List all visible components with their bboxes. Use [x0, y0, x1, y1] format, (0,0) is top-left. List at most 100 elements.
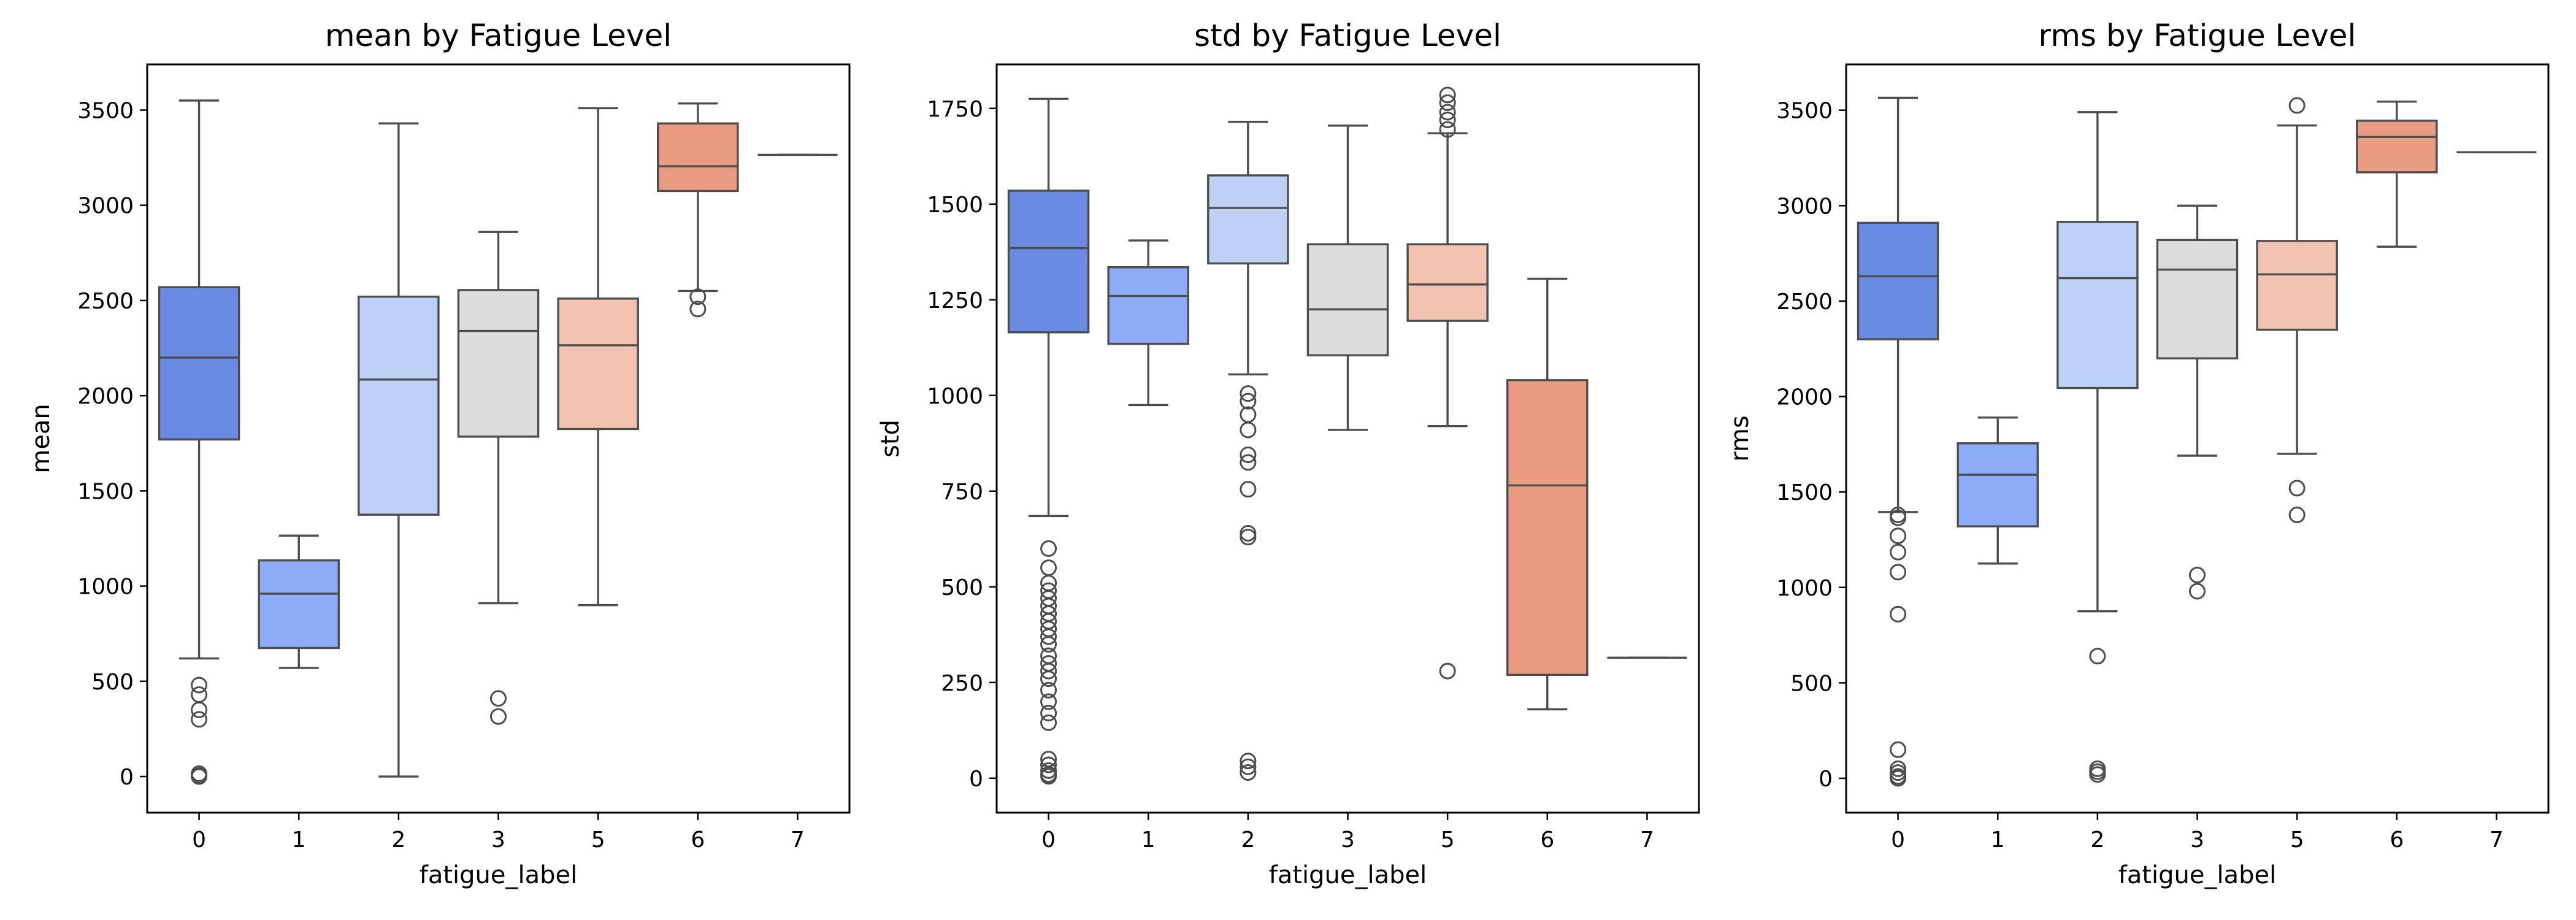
x-axis-label: fatigue_label — [1269, 861, 1427, 889]
y-tick-label: 1500 — [927, 193, 983, 218]
outlier-point — [1439, 104, 1456, 121]
x-tick-label: 7 — [2490, 827, 2504, 853]
outlier-point — [1040, 670, 1057, 688]
box-2 — [2057, 111, 2139, 783]
box-iqr — [1957, 442, 2039, 527]
outlier-point — [1240, 385, 1257, 402]
box-1 — [258, 534, 340, 669]
x-tick-label: 2 — [1241, 827, 1255, 853]
chart-title: mean by Fatigue Level — [325, 18, 672, 53]
chart-title: std by Fatigue Level — [1194, 18, 1501, 53]
x-tick-label: 6 — [2390, 827, 2404, 853]
outlier-point — [1040, 635, 1057, 653]
outlier-point — [191, 711, 208, 728]
outlier-point — [1240, 454, 1257, 471]
x-tick-label: 2 — [2090, 827, 2104, 853]
outlier-point — [1040, 540, 1057, 557]
y-axis-label: rms — [1726, 415, 1754, 462]
x-tick-label: 0 — [1041, 827, 1056, 853]
y-tick-label: 1000 — [1776, 576, 1833, 601]
box-iqr — [2256, 240, 2338, 331]
box-iqr — [2057, 221, 2139, 389]
x-tick-label: 1 — [1141, 827, 1156, 853]
outlier-point — [1890, 741, 1907, 758]
y-tick-label: 1000 — [77, 575, 134, 600]
y-tick-label: 3500 — [1776, 99, 1833, 124]
outlier-point — [191, 677, 208, 694]
y-axis-label: mean — [27, 404, 55, 473]
outlier-point — [2189, 583, 2206, 600]
outlier-point — [2089, 766, 2106, 783]
box-3 — [2156, 204, 2239, 600]
y-tick-label: 2500 — [1776, 289, 1833, 315]
outlier-point — [1040, 768, 1057, 785]
outlier-point — [1890, 764, 1907, 781]
x-tick-label: 5 — [2290, 827, 2304, 853]
y-axis-label: std — [876, 420, 905, 458]
outlier-point — [689, 301, 707, 318]
outlier-point — [2288, 480, 2306, 497]
y-tick-label: 0 — [969, 767, 983, 792]
outlier-point — [2288, 97, 2306, 114]
box-5 — [557, 107, 639, 607]
outlier-point — [1240, 421, 1257, 439]
box-0 — [1007, 98, 1090, 785]
outlier-point — [1890, 760, 1907, 777]
outlier-point — [1439, 94, 1456, 111]
y-tick-label: 500 — [1790, 671, 1833, 696]
outlier-point — [191, 701, 208, 718]
outlier-point — [1240, 481, 1257, 498]
y-tick-label: 1500 — [77, 479, 134, 504]
x-tick-label: 0 — [1891, 827, 1905, 853]
outlier-point — [1890, 564, 1907, 581]
outlier-point — [1240, 447, 1257, 464]
x-tick-label: 2 — [391, 827, 405, 853]
outlier-point — [191, 768, 208, 785]
outlier-point — [1240, 764, 1257, 781]
x-tick-label: 7 — [1640, 827, 1654, 853]
y-tick-label: 500 — [91, 670, 134, 695]
outlier-point — [1240, 529, 1257, 546]
chart-panel: 0 250 500 750 1000 1250 1500 1750 0 1 2 3 5 6 7 std by … — [876, 18, 1700, 889]
box-iqr — [258, 559, 340, 650]
box-2 — [358, 122, 440, 778]
outlier-point — [1240, 753, 1257, 770]
outlier-point — [1439, 111, 1456, 128]
box-3 — [457, 231, 540, 725]
y-tick-label: 1500 — [1776, 480, 1833, 505]
y-tick-label: 0 — [1819, 767, 1833, 792]
box-iqr — [1306, 243, 1389, 356]
y-tick-label: 250 — [941, 671, 983, 696]
outlier-point — [1439, 662, 1456, 680]
outlier-point — [1040, 762, 1057, 779]
x-axis-label: fatigue_label — [420, 861, 577, 889]
box-iqr — [1506, 379, 1589, 677]
outlier-point — [2288, 506, 2306, 523]
x-tick-label: 6 — [691, 827, 705, 853]
outlier-point — [1040, 756, 1057, 773]
y-tick-label: 1750 — [927, 97, 983, 122]
box-iqr — [158, 286, 240, 441]
outlier-point — [1890, 770, 1907, 787]
box-iqr — [1107, 266, 1189, 345]
outlier-point — [1890, 509, 1907, 526]
box-iqr — [457, 289, 540, 438]
outlier-point — [1040, 714, 1057, 731]
outlier-point — [1040, 705, 1057, 722]
box-6 — [2356, 100, 2438, 248]
outlier-point — [1040, 693, 1057, 710]
y-tick-label: 2000 — [77, 384, 134, 409]
outlier-point — [1890, 605, 1907, 623]
outlier-point — [191, 686, 208, 703]
x-tick-label: 1 — [292, 827, 306, 853]
y-tick-label: 3000 — [77, 194, 134, 219]
outlier-point — [1439, 86, 1456, 104]
box-iqr — [2356, 120, 2438, 174]
box-0 — [1857, 96, 1939, 787]
box-5 — [1406, 86, 1489, 680]
outlier-point — [490, 690, 507, 707]
outlier-point — [1240, 758, 1257, 775]
outlier-point — [1040, 681, 1057, 699]
box-5 — [2256, 97, 2338, 523]
